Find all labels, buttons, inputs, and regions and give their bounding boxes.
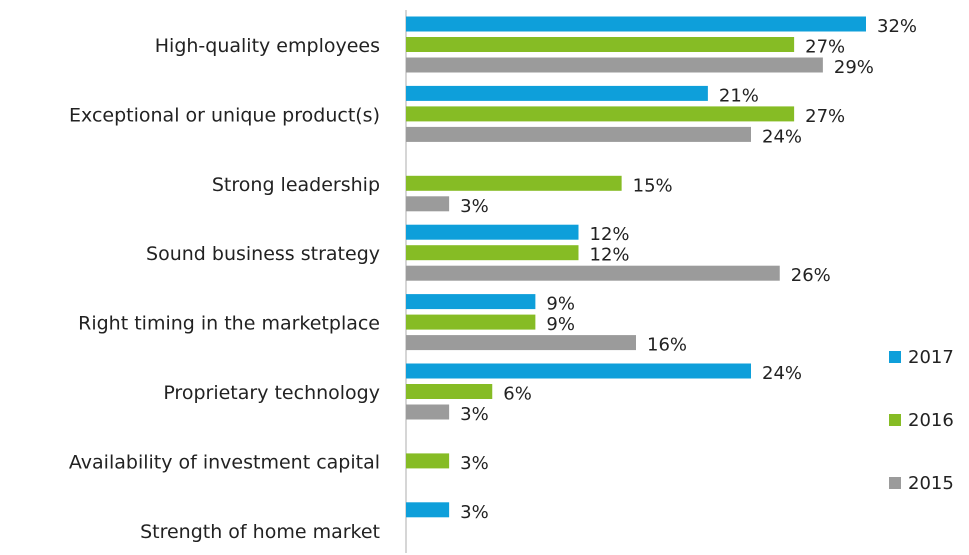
legend-swatch bbox=[889, 414, 901, 426]
bar bbox=[406, 126, 751, 142]
bar bbox=[406, 245, 579, 261]
bar bbox=[406, 502, 450, 518]
value-label: 3% bbox=[460, 196, 489, 217]
bar bbox=[406, 85, 708, 101]
legend-swatch bbox=[889, 351, 901, 363]
bar bbox=[406, 404, 450, 420]
value-label: 21% bbox=[719, 85, 759, 106]
bar bbox=[406, 335, 636, 351]
value-label: 3% bbox=[460, 453, 489, 474]
category-label: Proprietary technology bbox=[163, 382, 380, 404]
category-label: Sound business strategy bbox=[146, 243, 380, 265]
bar bbox=[406, 294, 536, 310]
value-label: 12% bbox=[590, 224, 630, 245]
bar bbox=[406, 57, 823, 73]
value-label: 3% bbox=[460, 404, 489, 425]
value-label: 24% bbox=[762, 363, 802, 384]
value-label: 32% bbox=[877, 16, 917, 37]
legend-label: 2016 bbox=[908, 410, 954, 431]
legend-label: 2015 bbox=[908, 473, 954, 494]
bar bbox=[406, 314, 536, 330]
bar bbox=[406, 224, 579, 240]
bar bbox=[406, 16, 866, 32]
bar bbox=[406, 453, 450, 469]
category-label: Strength of home market bbox=[140, 521, 380, 543]
value-label: 24% bbox=[762, 126, 802, 147]
bar bbox=[406, 196, 450, 212]
category-label: Right timing in the marketplace bbox=[78, 313, 380, 335]
value-label: 6% bbox=[503, 384, 532, 405]
category-label: Availability of investment capital bbox=[69, 451, 380, 473]
value-label: 27% bbox=[805, 37, 845, 58]
legend-swatch bbox=[889, 477, 901, 489]
value-label: 29% bbox=[834, 57, 874, 78]
value-label: 27% bbox=[805, 106, 845, 127]
bar bbox=[406, 384, 493, 399]
value-label: 26% bbox=[791, 265, 831, 286]
bar bbox=[406, 106, 795, 122]
value-label: 12% bbox=[590, 245, 630, 266]
value-label: 9% bbox=[546, 294, 575, 315]
bar bbox=[406, 175, 622, 191]
bar bbox=[406, 265, 780, 281]
value-label: 16% bbox=[647, 335, 687, 356]
legend-label: 2017 bbox=[908, 347, 954, 368]
category-label: Exceptional or unique product(s) bbox=[69, 104, 380, 126]
value-label: 9% bbox=[546, 314, 575, 335]
value-label: 3% bbox=[460, 502, 489, 523]
bar bbox=[406, 37, 795, 52]
bar bbox=[406, 363, 751, 379]
category-label: High-quality employees bbox=[155, 35, 380, 57]
category-label: Strong leadership bbox=[212, 174, 380, 196]
value-label: 15% bbox=[633, 175, 673, 196]
